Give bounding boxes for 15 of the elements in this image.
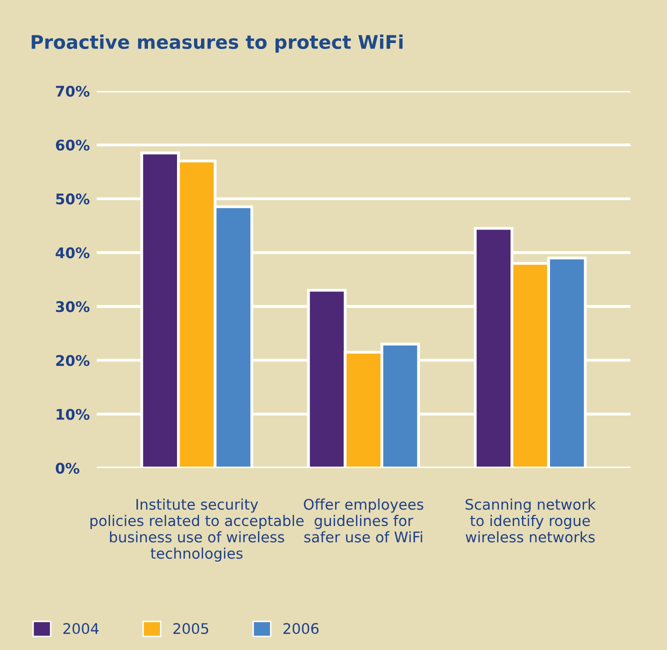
y-tick-label: 70%: [56, 86, 90, 97]
legend-label: 2005: [173, 623, 208, 634]
x-tick-label: Institute security policies related to acceptable business use of wireless technologies: [90, 498, 304, 562]
y-tick-label: 0%: [56, 462, 80, 474]
y-tick-label: 50%: [56, 193, 90, 204]
y-tick-label: 40%: [56, 247, 90, 258]
y-tick-label: 30%: [56, 301, 90, 312]
legend-label: 2004: [63, 623, 99, 634]
y-tick-label: 60%: [56, 140, 90, 151]
x-tick-label: Offer employees guidelines for safer use of WiFi: [304, 498, 424, 543]
y-tick-label: 10%: [56, 408, 90, 420]
y-tick-label: 20%: [56, 355, 90, 366]
x-tick-label: Scanning network to identify rogue wireless networks: [466, 498, 596, 543]
legend-label: 2006: [283, 623, 319, 634]
chart-title: Proactive measures to protect WiFi: [32, 34, 403, 53]
